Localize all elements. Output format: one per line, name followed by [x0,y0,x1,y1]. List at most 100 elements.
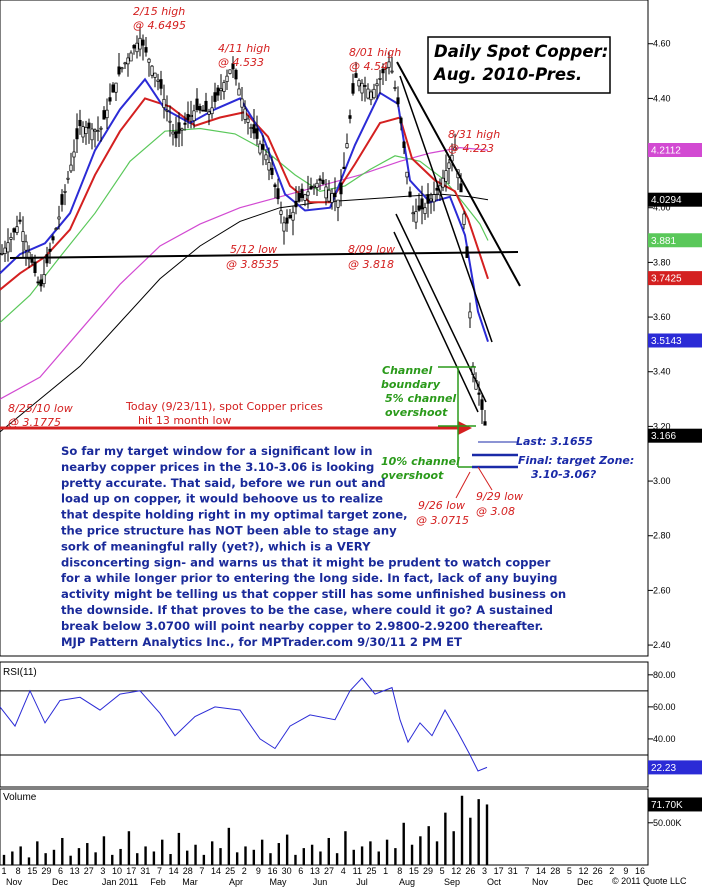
x-axis: 1 8 15 29 6 13 27 3 10 17 31 7 14 28 7 14 25 2 9 16 30 6 13 27 4… [1,866,645,887]
candle [15,215,19,236]
volume-bar [252,849,256,865]
price-tick-label: 3.40 [653,367,671,377]
x-tick-label: 26 [465,866,475,876]
annotation-today-l2: hit 13 month low [138,414,231,427]
volume-bar [44,853,47,865]
x-tick-label: 9 [623,866,628,876]
x-tick-label: 1 [1,866,6,876]
candle [42,259,46,288]
candle [285,209,289,232]
candle [162,84,166,119]
candle [297,186,301,203]
x-tick-label: 12 [578,866,588,876]
annotation-channel-l1: Channel [382,364,432,377]
candle [402,140,406,155]
rsi-frame [0,661,649,788]
price-panel: 2.402.602.803.003.203.403.603.804.004.20… [0,0,702,657]
volume-bar [219,848,222,865]
channel-line [395,213,487,403]
candle [201,105,205,112]
x-tick-label: 11 [353,866,362,876]
candle [147,57,151,77]
x-tick-label: 26 [593,866,603,876]
volume-bar [469,817,472,865]
candle [393,80,397,92]
candle [309,177,313,190]
annotation-aug31-high-l2: @ 4.223 [448,142,494,155]
annotation-today-l1: Today (9/23/11), spot Copper prices [125,400,323,413]
volume-bar [77,848,81,865]
red-arrow [0,421,472,435]
candle [441,169,445,192]
x-tick-label: 7 [157,866,162,876]
annotation-aug-high-l2: @ 4.54 [349,60,388,73]
candle [357,78,361,92]
annotation-sep26-low-l2: @ 3.0715 [416,514,469,527]
candle [18,212,22,225]
candle [96,116,100,142]
candle [459,173,463,193]
volume-bar [452,831,455,865]
candle [390,56,394,74]
volume-bar [385,839,389,865]
trend-channel-lines [393,61,521,413]
candle [330,188,334,210]
volume-bar [161,839,164,865]
volume-bar [460,795,464,865]
annotation-5pct-l1: 5% channel [385,392,456,405]
candle [129,50,133,62]
candle [333,177,337,212]
commentary-line: break below 3.0700 will point nearby cop… [61,619,543,633]
annotation-sep29-low-l1: 9/29 low [476,490,523,503]
x-tick-label: 5 [440,866,445,876]
candle [261,134,265,166]
x-month-label: Jun [313,877,328,887]
volume-bar [260,839,264,865]
annotation-aug-high-l1: 8/01 high [349,46,401,59]
candle [306,175,310,209]
price-frame [0,0,649,657]
candle [54,227,58,231]
candle [177,112,181,147]
annotation-may-low-l2: @ 3.8535 [226,258,279,271]
candle [243,100,247,124]
candle [189,100,193,129]
x-tick-label: 6 [58,866,63,876]
commentary-line: pretty accurate. That said, before we ru… [61,476,386,490]
candle [144,36,148,57]
annotation-aug25-low-l1: 8/25/10 low [8,402,73,415]
x-tick-label: 8 [16,866,21,876]
candle [180,127,184,147]
volume-bar [302,848,305,865]
candle [231,56,235,79]
candle [225,69,229,90]
volume-bar [402,822,405,865]
candle [126,53,130,77]
commentary-line: disconcerting sign- and warns us that it… [61,555,551,569]
rsi-tick-label: 60.00 [653,702,676,712]
volume-bar [119,848,122,865]
volume-bar [419,836,422,865]
candle [420,185,424,225]
volume-bar [360,846,364,865]
volume-bar [111,854,114,865]
commentary-line: load up on copper, it would behoove us t… [61,492,383,506]
x-tick-label: 14 [211,866,221,876]
volume-bar [285,834,289,865]
candle [312,183,316,195]
annotation-channel-l2: boundary [381,378,441,391]
volume-bar [319,851,322,865]
candle [135,35,139,59]
commentary-line: MJP Pattern Analytics Inc., for MPTrader… [61,635,462,649]
candle [213,82,217,108]
candle [462,211,466,230]
volume-bar [277,843,281,865]
x-tick-label: 12 [451,866,461,876]
candle [210,95,214,119]
last-value-badge-ma50: 4.0294 [648,192,702,207]
candle [240,87,244,122]
candle [339,169,343,207]
annotation-sep29-low-l2: @ 3.08 [476,505,515,518]
volume-bar [210,841,214,865]
x-tick-label: 27 [324,866,334,876]
